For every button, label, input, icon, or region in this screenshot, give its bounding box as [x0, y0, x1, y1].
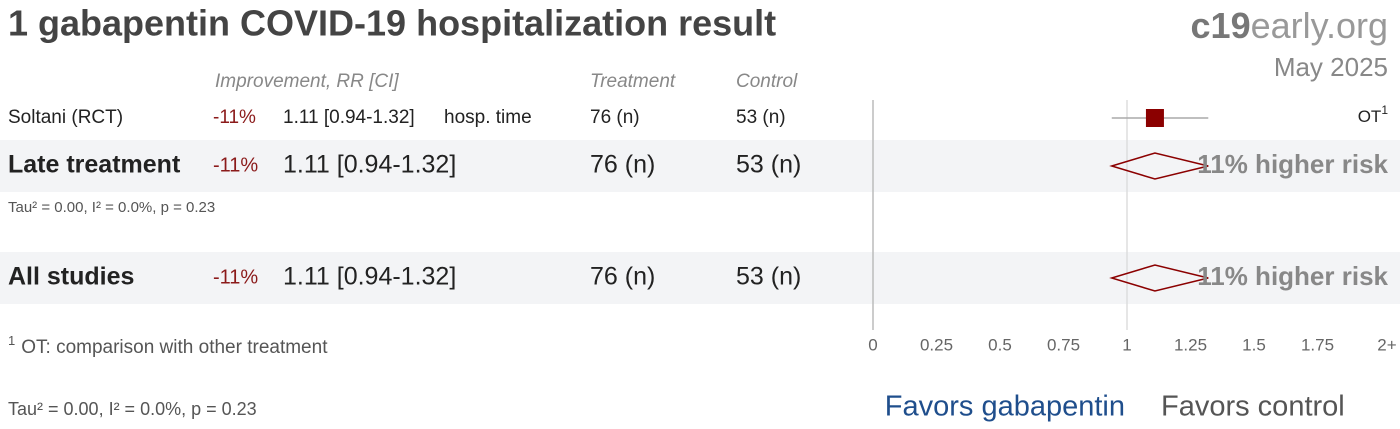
study-name: Soltani (RCT) [8, 107, 123, 128]
control: 53 (n) [736, 151, 801, 179]
note-ref: 1 [1381, 103, 1388, 117]
x-tick-label: 1 [1122, 335, 1131, 354]
rr-label: 1.11 [0.94-1.32] [283, 107, 415, 128]
group-name: Late treatment [8, 151, 181, 179]
rr-label: 1.11 [0.94-1.32] [283, 151, 456, 179]
column-header: Control [736, 71, 798, 92]
favors-control: Favors control [1161, 391, 1345, 423]
x-tick-label: 0.5 [988, 335, 1012, 354]
effect-marker [1145, 109, 1164, 127]
x-tick-label: 1.25 [1174, 335, 1207, 354]
improvement: -11% [213, 266, 258, 288]
group-name: All studies [8, 263, 134, 291]
treatment: 76 (n) [590, 151, 655, 179]
x-tick-label: 0.25 [920, 335, 953, 354]
study-note: OT1 [1358, 103, 1389, 126]
row-band [0, 252, 1400, 304]
summary-diamond [1109, 152, 1209, 180]
control: 53 (n) [736, 107, 786, 128]
outcome: hosp. time [444, 107, 532, 128]
result: 11% higher risk [1197, 261, 1388, 291]
result: 11% higher risk [1197, 149, 1388, 179]
x-tick-label: 1.75 [1301, 335, 1334, 354]
x-tick-label: 2+ [1377, 335, 1396, 354]
improvement: -11% [213, 154, 258, 176]
favors-treatment: Favors gabapentin [885, 391, 1125, 423]
row-band [0, 140, 1400, 192]
title: 1 gabapentin COVID-19 hospitalization re… [8, 3, 776, 44]
brand: c19early.org [1191, 5, 1388, 46]
column-header: Improvement, RR [CI] [215, 71, 399, 92]
brand-bold: c19 [1191, 5, 1251, 46]
summary-diamond [1109, 264, 1209, 292]
x-tick-label: 0.75 [1047, 335, 1080, 354]
column-header: Treatment [590, 71, 676, 92]
control: 53 (n) [736, 263, 801, 291]
footnote-ref: 1 [8, 333, 15, 348]
treatment: 76 (n) [590, 107, 640, 128]
treatment: 76 (n) [590, 263, 655, 291]
x-tick-label: 1.5 [1242, 335, 1266, 354]
group-stats: Tau² = 0.00, I² = 0.0%, p = 0.23 [8, 199, 215, 216]
improvement: -11% [213, 107, 256, 128]
brand-rest: early.org [1251, 5, 1388, 46]
date: May 2025 [1274, 52, 1388, 82]
rr-label: 1.11 [0.94-1.32] [283, 263, 456, 291]
note-text: OT [1358, 107, 1382, 126]
footer-stats: Tau² = 0.00, I² = 0.0%, p = 0.23 [8, 399, 257, 419]
footnote: 1 OT: comparison with other treatment [8, 333, 328, 358]
x-tick-label: 0 [868, 335, 877, 354]
footnote-text: OT: comparison with other treatment [21, 337, 328, 358]
